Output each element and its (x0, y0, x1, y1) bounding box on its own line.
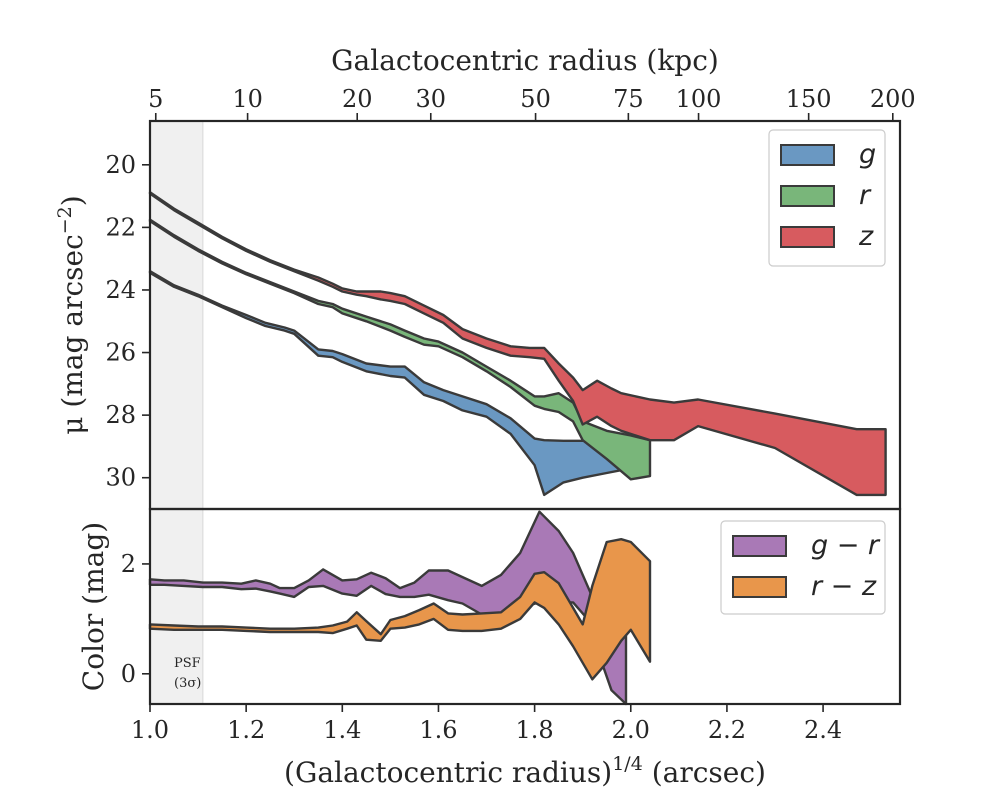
bottom-legend-label: r − z (811, 571, 877, 602)
surface-brightness-bands (148, 191, 887, 497)
bottom-xtick-label: 1.6 (419, 716, 457, 744)
top-legend-label: g (859, 139, 876, 170)
bottom-ytick-label: 2 (121, 550, 136, 578)
top-xtick-label: 10 (232, 85, 263, 113)
top-legend-swatch (780, 144, 835, 166)
psf-shaded-region-bottom (149, 508, 204, 705)
top-xtick-label: 200 (870, 85, 916, 113)
top-ytick-label: 24 (105, 276, 136, 304)
top-y-axis-label-main: μ (mag arcsec (56, 234, 89, 434)
top-xtick-label: 75 (613, 85, 644, 113)
top-ytick-label: 26 (105, 339, 136, 367)
top-xtick-label: 50 (520, 85, 551, 113)
bottom-x-axis-label: (Galactocentric radius)1/4 (arcsec) (284, 753, 766, 789)
bottom-x-axis-label-unit: (arcsec) (643, 756, 766, 789)
color-bands (148, 510, 652, 706)
top-x-axis-label: Galactocentric radius (kpc) (331, 44, 719, 77)
bottom-xtick-label: 2.2 (708, 716, 746, 744)
bottom-y-axis-label: Color (mag) (77, 522, 110, 691)
bottom-legend-swatch (732, 576, 787, 598)
psf-sigma-label: (3σ) (174, 676, 201, 691)
top-legend-label: z (858, 221, 874, 252)
top-ytick-label: 22 (105, 213, 136, 241)
bottom-ytick-label: 0 (121, 660, 136, 688)
bottom-panel-frame (148, 507, 902, 706)
top-ytick-label: 28 (105, 401, 136, 429)
bottom-xtick-label: 2.4 (804, 716, 842, 744)
band-g-0 (148, 270, 632, 497)
color-band-1 (148, 538, 652, 681)
top-xtick-label: 150 (786, 85, 832, 113)
bottom-xtick-label: 1.0 (131, 716, 169, 744)
top-xtick-label: 20 (342, 85, 373, 113)
top-y-axis-label: μ (mag arcsec−2) (54, 195, 89, 434)
top-y-axis-label-sup: −2 (54, 206, 76, 234)
top-legend-swatch (780, 185, 835, 207)
bottom-xtick-label: 1.4 (323, 716, 361, 744)
top-legend-label: r (859, 180, 872, 211)
psf-shaded-region-top (149, 120, 204, 510)
top-legend-swatch (780, 226, 835, 248)
bottom-xtick-label: 2.0 (612, 716, 650, 744)
bottom-legend-swatch (732, 535, 787, 557)
top-xtick-label: 5 (148, 85, 163, 113)
bottom-xtick-label: 1.8 (516, 716, 554, 744)
bottom-xtick-label: 1.2 (227, 716, 265, 744)
bottom-x-axis-label-main: (Galactocentric radius) (284, 756, 612, 789)
bottom-x-axis-label-sup: 1/4 (612, 753, 643, 775)
top-xtick-label: 30 (415, 85, 446, 113)
psf-label: PSF (174, 656, 201, 671)
band-z-2 (148, 191, 887, 497)
top-ytick-label: 20 (105, 151, 136, 179)
top-xtick-label: 100 (676, 85, 722, 113)
legends: grz g − r r − z (720, 129, 886, 615)
band-r-1 (148, 218, 652, 481)
top-ytick-label: 30 (105, 464, 136, 492)
bottom-legend-label: g − r (811, 530, 881, 561)
top-y-axis-label-close: ) (56, 195, 89, 206)
